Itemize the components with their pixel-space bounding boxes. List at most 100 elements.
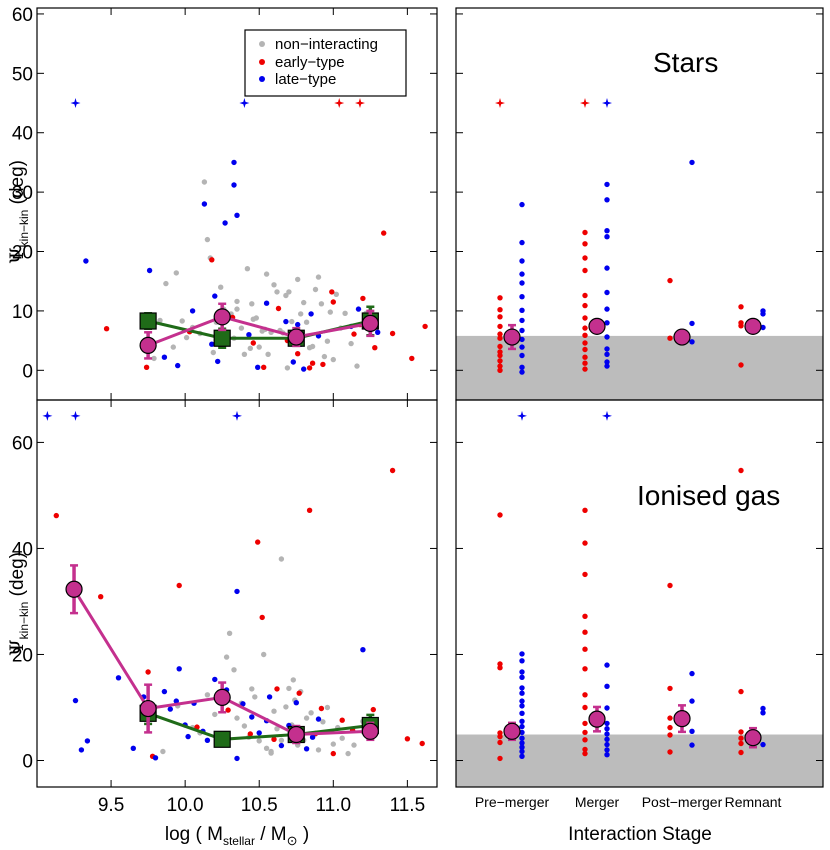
late-type-point (604, 720, 610, 727)
legend-label-late-type: late−type (275, 71, 336, 88)
non-interacting-point (283, 292, 289, 299)
late-type-point (283, 318, 289, 325)
non-interacting-point (286, 289, 292, 295)
late-type-point (266, 694, 273, 700)
late-type-point (161, 688, 168, 695)
late-type-point (115, 675, 122, 681)
early-type-point (330, 750, 336, 757)
non-interacting-point (256, 344, 262, 350)
early-type-point (497, 733, 503, 740)
non-interacting-point (234, 298, 240, 305)
late-type-point (760, 705, 766, 712)
early-type-point (295, 351, 301, 357)
early-type-point (329, 289, 335, 295)
early-type-point (320, 361, 326, 368)
early-type-point (103, 326, 110, 332)
non-interacting-point (286, 685, 292, 692)
early-type-point (404, 736, 411, 742)
non-interacting-point (324, 704, 331, 711)
early-type-point (582, 332, 588, 338)
late-type-outlier-marker (517, 410, 527, 421)
non-interacting-point (301, 299, 307, 306)
late-type-point (604, 726, 610, 732)
early-type-point (738, 304, 744, 310)
early-type-point (497, 358, 503, 364)
binned-median-line (147, 711, 371, 741)
early-type-point (259, 614, 265, 621)
early-type-point (370, 706, 376, 713)
stage-mean-marker (673, 328, 691, 346)
early-type-point (497, 307, 503, 313)
late-type-point (604, 736, 610, 742)
non-interacting-point (204, 236, 211, 243)
early-type-point (255, 539, 261, 545)
legend-marker-late-type (259, 76, 265, 82)
late-type-outlier-marker (42, 410, 53, 421)
binned-mean-marker (139, 699, 157, 718)
early-type-point (497, 512, 503, 518)
early-type-point (419, 740, 425, 747)
early-type-point (497, 755, 503, 762)
non-interacting-point (244, 266, 251, 272)
late-type-point (604, 351, 610, 357)
late-type-point (604, 741, 610, 748)
late-type-point (519, 729, 525, 736)
early-type-point (582, 346, 588, 353)
late-type-point (519, 651, 525, 657)
late-type-point (301, 366, 307, 372)
early-type-point (582, 750, 588, 757)
late-type-point (519, 239, 525, 246)
late-type-point (519, 744, 525, 750)
binned-mean-marker (213, 308, 231, 326)
late-type-point (604, 662, 610, 668)
late-type-point (689, 670, 695, 677)
late-type-point (519, 258, 525, 264)
stars-mass-ytick-label: 40 (12, 124, 33, 145)
legend: non−interacting early−type late−type (244, 29, 407, 97)
non-interacting-point (234, 306, 240, 312)
late-type-point (309, 734, 316, 740)
non-interacting-point (179, 318, 185, 324)
late-type-point (604, 346, 610, 352)
early-type-point (261, 364, 267, 370)
early-type-point (582, 354, 588, 360)
late-type-point (255, 364, 261, 370)
early-type-point (497, 367, 503, 373)
late-type-point (78, 747, 85, 753)
late-type-point (604, 289, 610, 296)
late-type-point (604, 363, 610, 369)
non-interacting-point (330, 356, 336, 363)
early-type-point (53, 512, 59, 519)
late-type-point (604, 683, 610, 689)
late-type-point (360, 647, 366, 653)
non-interacting-point (238, 325, 245, 331)
non-interacting-point (342, 310, 348, 316)
non-interacting-point (218, 284, 224, 290)
late-type-point (689, 320, 695, 327)
stage-mean-marker (744, 729, 762, 747)
frame-gas-stage (455, 399, 824, 788)
early-type-point (271, 736, 277, 742)
early-type-point (582, 737, 588, 743)
early-type-point (738, 729, 744, 735)
non-interacting-point (274, 289, 280, 295)
early-type-point (497, 665, 503, 671)
non-interacting-point (339, 735, 345, 741)
late-type-point (519, 336, 525, 343)
non-interacting-point (268, 750, 274, 756)
non-interacting-point (253, 315, 259, 321)
early-type-outlier-marker (580, 98, 590, 108)
early-type-point (738, 749, 744, 756)
late-type-point (689, 698, 695, 704)
non-interacting-point (173, 270, 179, 276)
gas-mass-xtick-label: 9.5 (98, 795, 124, 816)
early-type-point (351, 331, 357, 337)
binned-mean-marker (287, 328, 305, 346)
non-interacting-point (247, 345, 253, 351)
gas-mass-xtick-label: 11.5 (390, 795, 426, 816)
early-type-point (209, 257, 215, 263)
late-type-point (760, 324, 766, 331)
early-type-point (582, 507, 588, 513)
early-type-point (145, 669, 151, 675)
panel-stars-mass (70, 98, 428, 372)
